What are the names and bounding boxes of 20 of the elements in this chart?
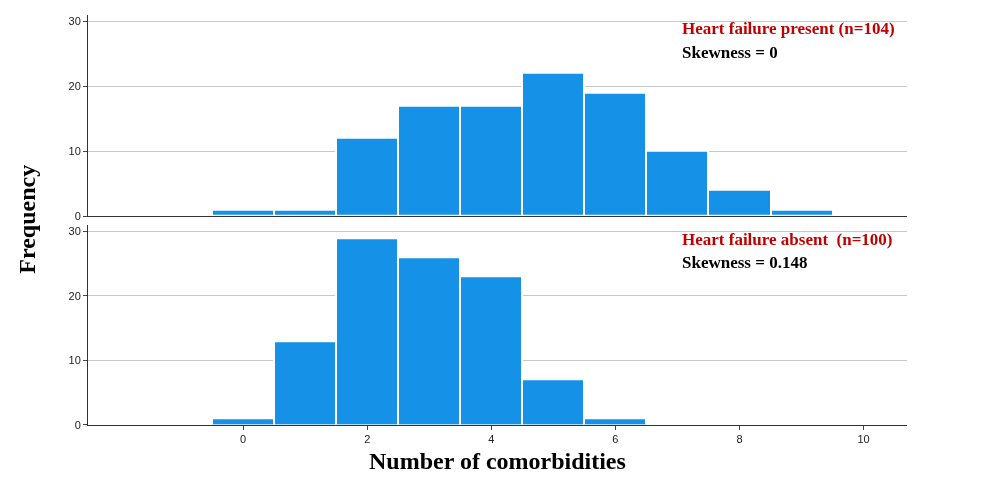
x-tick-label: 4 xyxy=(488,432,495,445)
y-tick-label: 0 xyxy=(74,210,81,223)
y-tick-label: 10 xyxy=(68,145,81,158)
y-tick-label: 0 xyxy=(74,418,81,431)
x-tick-label: 8 xyxy=(736,432,743,445)
y-tick-label: 20 xyxy=(68,289,81,302)
x-tick-label: 6 xyxy=(612,432,619,445)
annotation: Skewness = 0.148 xyxy=(682,253,808,272)
y-tick-label: 20 xyxy=(68,80,81,93)
x-tick-label: 10 xyxy=(857,432,870,445)
annotation: Heart failure present (n=104) xyxy=(682,19,895,38)
y-tick-label: 30 xyxy=(68,15,81,28)
annotation: Heart failure absent (n=100) xyxy=(682,230,893,249)
annotation: Skewness = 0 xyxy=(682,43,778,62)
y-tick-label: 30 xyxy=(68,225,81,238)
y-axis-title: Frequency xyxy=(14,164,41,274)
x-tick-label: 2 xyxy=(364,432,371,445)
x-tick-label: 0 xyxy=(240,432,247,445)
x-axis-title: Number of comorbidities xyxy=(369,448,626,474)
y-tick-label: 10 xyxy=(68,354,81,367)
